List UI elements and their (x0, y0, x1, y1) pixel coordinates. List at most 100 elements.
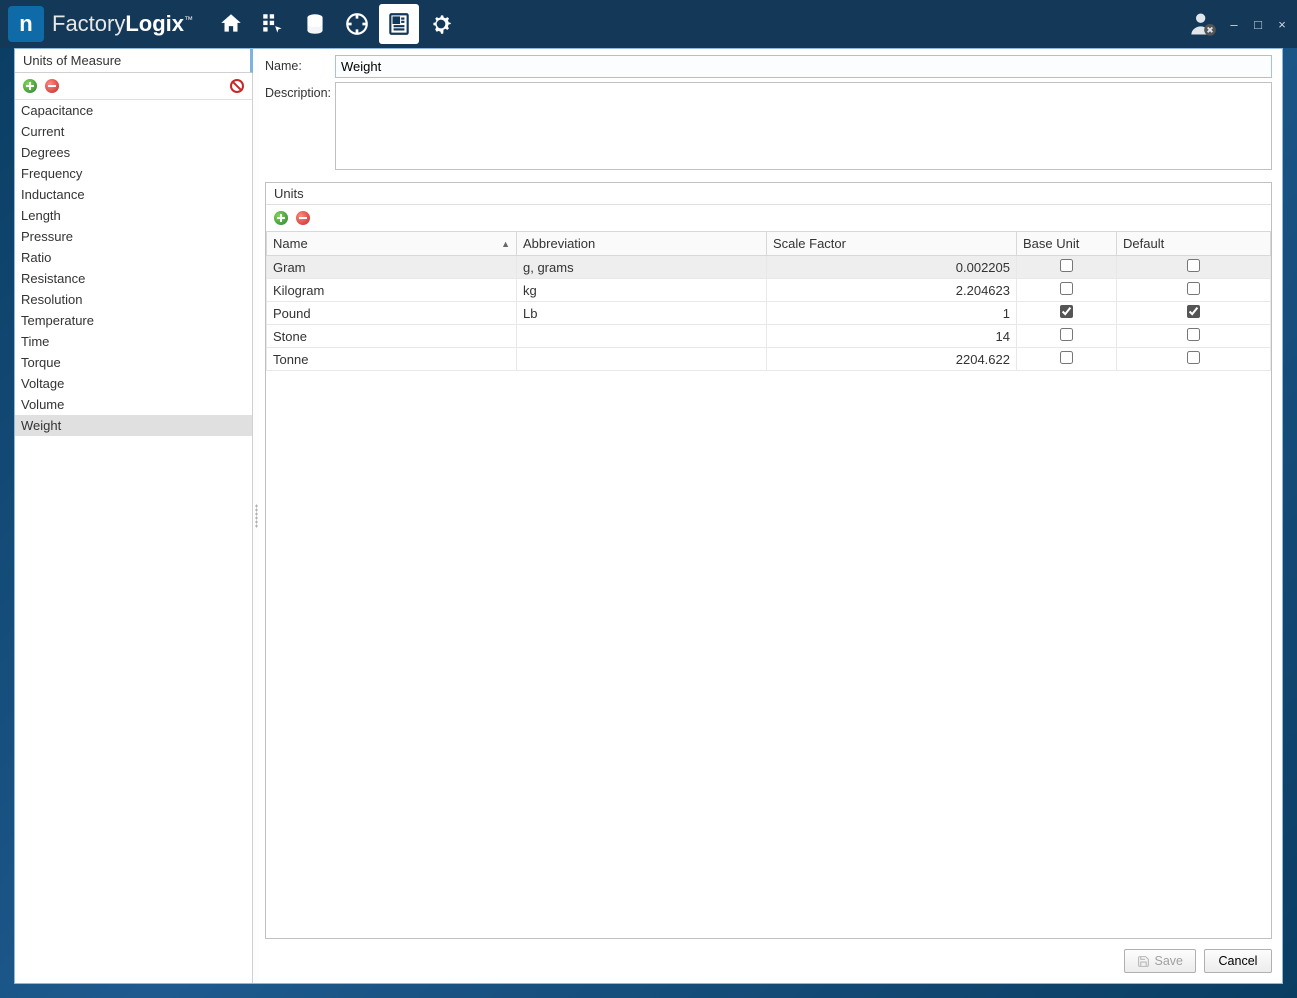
form-area: Name: Description: (259, 49, 1282, 182)
col-default[interactable]: Default (1117, 232, 1271, 256)
col-abbr[interactable]: Abbreviation (517, 232, 767, 256)
table-row[interactable]: Stone 14 (267, 325, 1271, 348)
description-label: Description: (265, 82, 335, 100)
name-input[interactable] (335, 55, 1272, 78)
cancel-button[interactable]: Cancel (1204, 949, 1272, 973)
cell-scale[interactable]: 2.204623 (767, 279, 1017, 302)
app-logo: n (8, 6, 44, 42)
maximize-button[interactable]: □ (1251, 17, 1265, 32)
cell-default[interactable] (1117, 325, 1271, 348)
save-icon (1137, 955, 1150, 968)
col-base[interactable]: Base Unit (1017, 232, 1117, 256)
sidebar: Units of Measure CapacitanceCurrentDegre… (15, 49, 253, 983)
cell-abbr[interactable] (517, 348, 767, 371)
sidebar-item-voltage[interactable]: Voltage (15, 373, 252, 394)
cell-base[interactable] (1017, 279, 1117, 302)
default-checkbox[interactable] (1187, 305, 1200, 318)
base-checkbox[interactable] (1060, 351, 1073, 364)
table-row[interactable]: Gramg, grams0.002205 (267, 256, 1271, 279)
sidebar-item-resolution[interactable]: Resolution (15, 289, 252, 310)
block-button[interactable] (228, 77, 246, 95)
cell-abbr[interactable]: kg (517, 279, 767, 302)
sidebar-list: CapacitanceCurrentDegreesFrequencyInduct… (15, 100, 252, 983)
cell-name[interactable]: Pound (267, 302, 517, 325)
base-checkbox[interactable] (1060, 328, 1073, 341)
cell-name[interactable]: Gram (267, 256, 517, 279)
base-checkbox[interactable] (1060, 305, 1073, 318)
target-icon[interactable] (337, 4, 377, 44)
sidebar-item-volume[interactable]: Volume (15, 394, 252, 415)
sidebar-item-time[interactable]: Time (15, 331, 252, 352)
sidebar-item-frequency[interactable]: Frequency (15, 163, 252, 184)
cell-name[interactable]: Tonne (267, 348, 517, 371)
user-status-icon[interactable] (1189, 10, 1217, 38)
cell-scale[interactable]: 1 (767, 302, 1017, 325)
titlebar: n FactoryLogix™ – □ × (0, 0, 1297, 48)
grid-edit-icon[interactable] (253, 4, 293, 44)
cell-default[interactable] (1117, 279, 1271, 302)
cell-name[interactable]: Stone (267, 325, 517, 348)
cell-abbr[interactable]: g, grams (517, 256, 767, 279)
base-checkbox[interactable] (1060, 282, 1073, 295)
cell-scale[interactable]: 14 (767, 325, 1017, 348)
brand-second: Logix (125, 11, 184, 36)
cell-abbr[interactable] (517, 325, 767, 348)
default-checkbox[interactable] (1187, 259, 1200, 272)
sidebar-item-inductance[interactable]: Inductance (15, 184, 252, 205)
units-table-wrap: Name ▲ Abbreviation Scale Factor Base Un… (266, 231, 1271, 938)
cell-base[interactable] (1017, 325, 1117, 348)
base-checkbox[interactable] (1060, 259, 1073, 272)
sidebar-item-degrees[interactable]: Degrees (15, 142, 252, 163)
cell-base[interactable] (1017, 256, 1117, 279)
close-button[interactable]: × (1275, 17, 1289, 32)
cell-name[interactable]: Kilogram (267, 279, 517, 302)
sidebar-item-ratio[interactable]: Ratio (15, 247, 252, 268)
minimize-button[interactable]: – (1227, 17, 1241, 32)
sidebar-item-torque[interactable]: Torque (15, 352, 252, 373)
col-name[interactable]: Name ▲ (267, 232, 517, 256)
add-unit-button[interactable] (272, 209, 290, 227)
cell-base[interactable] (1017, 302, 1117, 325)
brand-first: Factory (52, 11, 125, 36)
content-panel: Name: Description: Units (259, 49, 1282, 983)
gear-icon[interactable] (421, 4, 461, 44)
add-category-button[interactable] (21, 77, 39, 95)
units-panel: Units Name ▲ Abbreviation (265, 182, 1272, 939)
cell-base[interactable] (1017, 348, 1117, 371)
remove-category-button[interactable] (43, 77, 61, 95)
sidebar-item-length[interactable]: Length (15, 205, 252, 226)
remove-unit-button[interactable] (294, 209, 312, 227)
sidebar-item-current[interactable]: Current (15, 121, 252, 142)
sidebar-item-weight[interactable]: Weight (15, 415, 252, 436)
units-toolbar (266, 205, 1271, 231)
app-body: Units of Measure CapacitanceCurrentDegre… (14, 48, 1283, 984)
database-icon[interactable] (295, 4, 335, 44)
cell-abbr[interactable]: Lb (517, 302, 767, 325)
cell-default[interactable] (1117, 348, 1271, 371)
cell-scale[interactable]: 2204.622 (767, 348, 1017, 371)
description-input[interactable] (335, 82, 1272, 170)
default-checkbox[interactable] (1187, 282, 1200, 295)
report-icon[interactable] (379, 4, 419, 44)
default-checkbox[interactable] (1187, 351, 1200, 364)
titlebar-right: – □ × (1189, 10, 1289, 38)
name-label: Name: (265, 55, 335, 73)
brand-text: FactoryLogix™ (52, 11, 193, 37)
default-checkbox[interactable] (1187, 328, 1200, 341)
col-scale[interactable]: Scale Factor (767, 232, 1017, 256)
sidebar-title: Units of Measure (15, 49, 253, 73)
units-table: Name ▲ Abbreviation Scale Factor Base Un… (266, 231, 1271, 371)
save-button[interactable]: Save (1124, 949, 1197, 973)
cell-scale[interactable]: 0.002205 (767, 256, 1017, 279)
table-row[interactable]: Tonne 2204.622 (267, 348, 1271, 371)
table-row[interactable]: Kilogramkg2.204623 (267, 279, 1271, 302)
sidebar-item-resistance[interactable]: Resistance (15, 268, 252, 289)
main-split: Units of Measure CapacitanceCurrentDegre… (15, 49, 1282, 983)
home-icon[interactable] (211, 4, 251, 44)
sidebar-item-capacitance[interactable]: Capacitance (15, 100, 252, 121)
sidebar-item-temperature[interactable]: Temperature (15, 310, 252, 331)
cell-default[interactable] (1117, 302, 1271, 325)
cell-default[interactable] (1117, 256, 1271, 279)
sidebar-item-pressure[interactable]: Pressure (15, 226, 252, 247)
table-row[interactable]: PoundLb1 (267, 302, 1271, 325)
